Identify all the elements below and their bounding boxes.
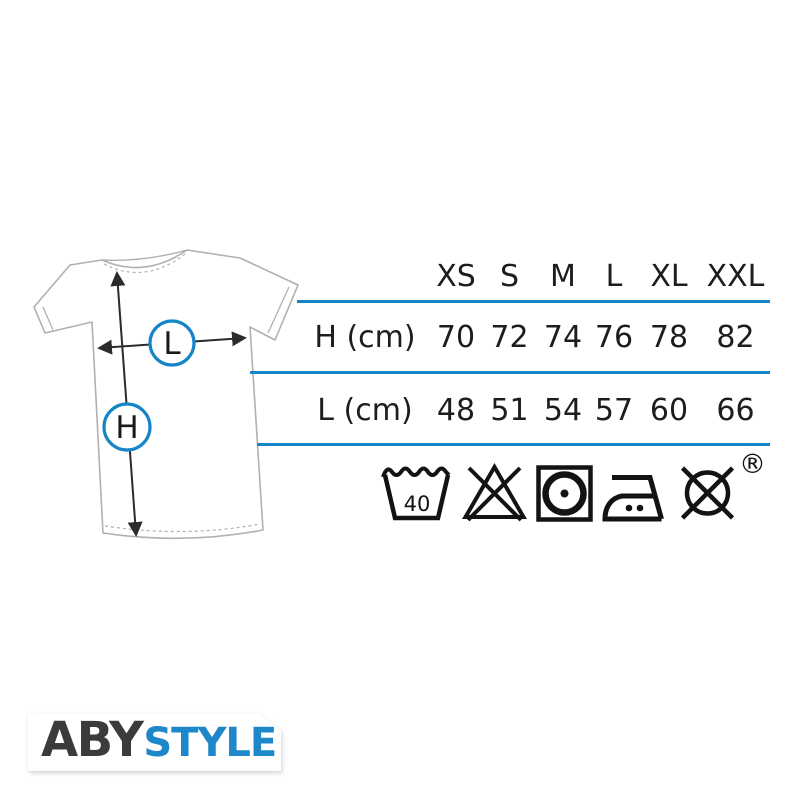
size-cell: 82 <box>716 319 755 355</box>
width-circle <box>148 319 196 367</box>
registered-trademark: ® <box>739 449 766 480</box>
divider-line <box>297 300 770 303</box>
size-cell: 54 <box>543 392 583 428</box>
logo-text: ABY STYLE <box>41 712 277 768</box>
collar-stitch-line <box>103 253 186 274</box>
size-cell: 66 <box>716 392 755 428</box>
brand-logo: ABY STYLE <box>28 714 281 771</box>
size-col-header: S <box>499 258 520 294</box>
size-cell: 76 <box>594 319 634 355</box>
size-col-header: L <box>605 258 623 294</box>
tshirt-diagram: L H <box>33 249 299 540</box>
logo-card: ABY STYLE <box>28 714 281 771</box>
back-collar-line <box>101 249 188 261</box>
size-col-header: XXL <box>706 258 765 294</box>
size-col-header: XL <box>650 258 688 294</box>
do-not-bleach-icon <box>462 463 527 522</box>
logo-aby: ABY <box>41 712 144 768</box>
divider-line <box>257 443 770 446</box>
left-cuff-stitch <box>42 306 54 331</box>
table-row-length: L (cm) 48 51 54 57 60 66 <box>300 387 772 433</box>
size-cell: 51 <box>490 392 529 428</box>
tumble-dry-icon <box>536 465 593 522</box>
right-cuff-stitch <box>267 286 290 334</box>
size-cell: 60 <box>649 392 689 428</box>
row-label: H (cm) <box>314 319 416 355</box>
tshirt-outline <box>33 249 299 540</box>
size-cell: 57 <box>594 392 634 428</box>
machine-wash-40-icon: 40 <box>381 466 451 521</box>
size-cell: 72 <box>490 319 529 355</box>
divider-line <box>250 371 770 374</box>
size-cell: 70 <box>436 319 476 355</box>
iron-icon <box>602 475 664 522</box>
size-cell: 48 <box>436 392 476 428</box>
table-row-height: H (cm) 70 72 74 76 78 82 <box>300 314 772 360</box>
width-circle-label: L <box>163 326 181 362</box>
do-not-dry-clean-icon <box>680 466 735 520</box>
height-circle <box>102 402 152 452</box>
wash-temp-label: 40 <box>404 492 431 516</box>
size-col-header: M <box>550 258 576 294</box>
row-label: L (cm) <box>317 392 413 428</box>
size-cell: 74 <box>543 319 583 355</box>
size-col-header: XS <box>436 258 476 294</box>
care-symbols-row: 40 <box>380 462 739 522</box>
logo-style: STYLE <box>143 720 277 766</box>
size-cell: 78 <box>649 319 689 355</box>
height-circle-label: H <box>115 410 138 446</box>
size-header-row: XS S M L XL XXL <box>300 253 772 299</box>
